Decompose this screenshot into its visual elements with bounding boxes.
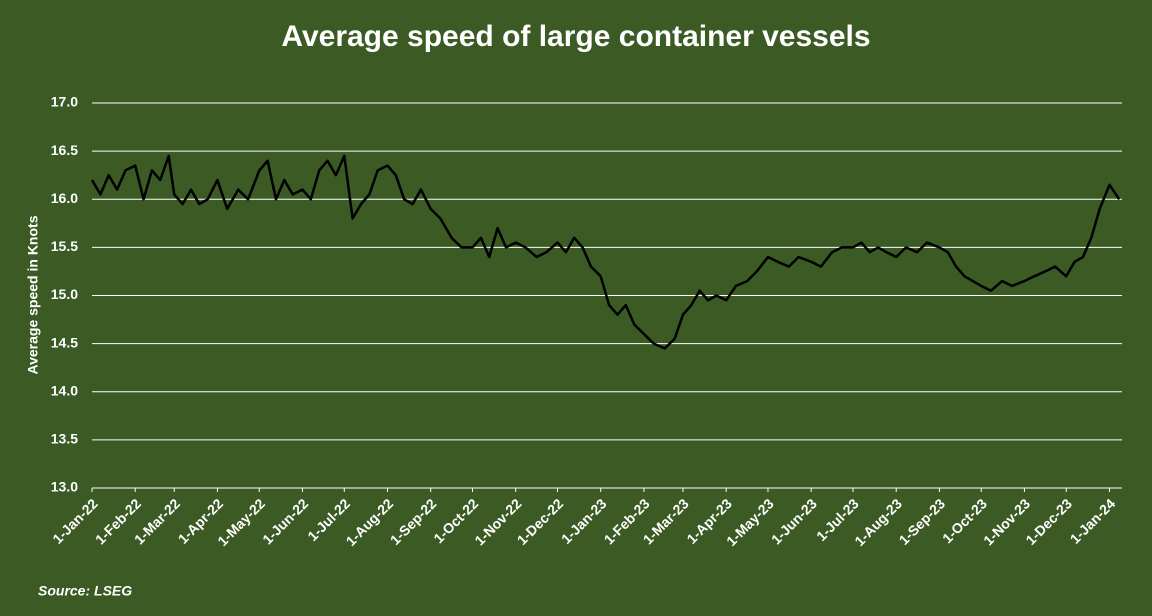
source-note: Source: LSEG — [38, 583, 132, 599]
y-tick-label: 15.0 — [51, 286, 78, 302]
y-tick-label: 13.5 — [51, 431, 78, 447]
y-tick-label: 16.0 — [51, 190, 78, 206]
y-axis-label: Average speed in Knots — [25, 215, 41, 374]
y-tick-label: 15.5 — [51, 238, 78, 254]
y-tick-label: 17.0 — [51, 94, 78, 110]
y-tick-label: 13.0 — [51, 479, 78, 495]
y-tick-label: 16.5 — [51, 142, 78, 158]
chart-title: Average speed of large container vessels — [281, 20, 870, 53]
data-line — [90, 154, 1121, 350]
y-tick-label: 14.5 — [51, 334, 78, 350]
y-tick-label: 14.0 — [51, 382, 78, 398]
